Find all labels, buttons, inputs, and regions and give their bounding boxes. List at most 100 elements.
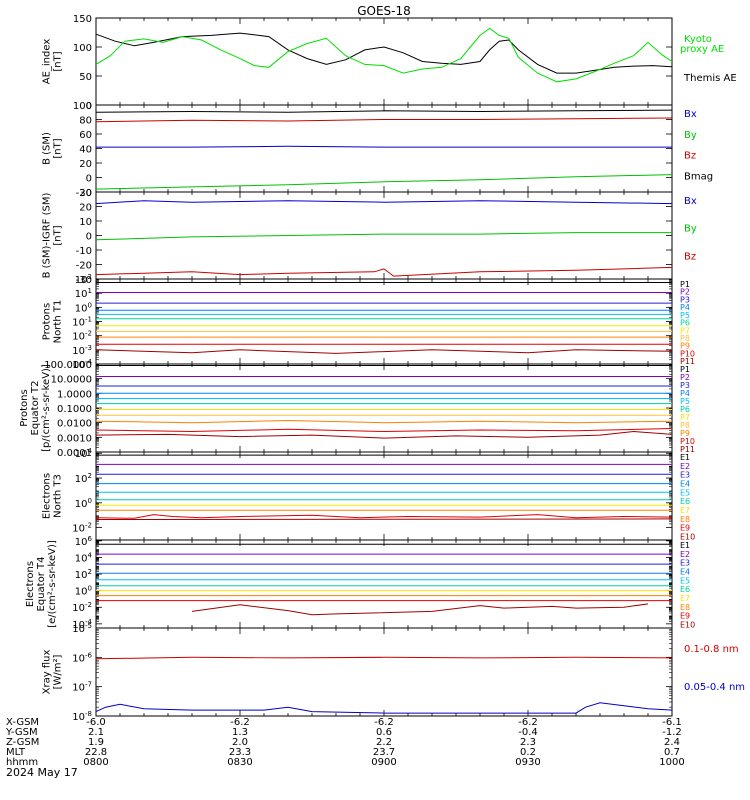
y-tick-label: 0.0100 (57, 419, 92, 430)
legend-entry: E7 (680, 594, 690, 603)
y-axis-label: Xray flux (42, 650, 53, 695)
y-tick-label: -20 (76, 261, 92, 272)
legend-entry: By (684, 224, 697, 235)
y-axis-label: Electrons (42, 473, 53, 519)
legend-entry: E8 (680, 515, 690, 524)
y-tick-label: 10-2 (72, 330, 92, 343)
y-tick-label: 60 (79, 130, 92, 141)
legend-entry: E3 (680, 559, 690, 568)
legend-entry: 0.1-0.8 nm (684, 644, 739, 655)
footer-value: 0900 (371, 757, 396, 768)
legend-entry: P1 (680, 280, 690, 289)
series-line (95, 702, 673, 714)
legend-entry: P7 (680, 326, 690, 335)
y-tick-label: 101 (75, 287, 92, 300)
y-axis-label: [W/m²] (53, 654, 64, 689)
series-line (95, 518, 673, 520)
legend-entry: E8 (680, 603, 690, 612)
y-axis-label: AE_index (42, 39, 53, 85)
y-axis-label: B (SM) (42, 132, 53, 165)
panel-frame (95, 627, 673, 717)
plot-title: GOES-18 (357, 4, 411, 18)
series-line (95, 430, 673, 439)
y-tick-label: 0.0010 (57, 433, 92, 444)
legend-entry: E6 (680, 497, 690, 506)
panel-frame (95, 104, 673, 193)
date-label: 2024 May 17 (6, 766, 78, 779)
y-tick-label: 104 (75, 551, 93, 564)
legend-entry: E1 (680, 453, 690, 462)
panel-frame (95, 191, 673, 280)
y-tick-label: 10-5 (72, 622, 92, 635)
series-line (95, 174, 673, 190)
footer-value: -6.2 (230, 717, 250, 728)
legend-entry: P3 (680, 295, 690, 304)
footer-row-label: Y-GSM (5, 727, 38, 738)
panel-frame (95, 363, 673, 453)
footer-value: 0.6 (376, 727, 392, 738)
footer-value: 2.1 (88, 727, 104, 738)
y-axis-label: Protons (19, 389, 30, 426)
y-tick-label: 10-7 (72, 681, 92, 694)
legend-entry: E4 (680, 480, 690, 489)
legend-entry: P5 (680, 311, 690, 320)
y-axis-label: [nT] (53, 51, 64, 71)
footer-value: 0800 (83, 757, 108, 768)
panel-bsm: -20 0 20 40 60 80 100 B (SM) [nT] Bx By Bz Bmag (42, 101, 714, 199)
footer-row-label: MLT (6, 747, 26, 758)
footer-row-label: Z-GSM (6, 737, 39, 748)
legend-entry: E4 (680, 568, 690, 577)
y-tick-label: 40 (79, 145, 92, 156)
legend-entry: P6 (680, 319, 690, 328)
legend-entry: proxy AE (680, 44, 724, 55)
footer-table: X-GSM -6.0 -6.2 -6.2 -6.2 -6.1 Y-GSM 2.1 1.3 0.6 -… (5, 717, 685, 768)
footer-value: 1.9 (88, 737, 104, 748)
y-tick-label: -20 (76, 188, 92, 199)
y-tick-label: 10-3 (72, 344, 92, 357)
series-line (95, 32, 673, 74)
legend-entry: P7 (680, 413, 690, 422)
y-tick-label: 100 (75, 301, 92, 314)
legend-entry: E2 (680, 550, 690, 559)
series-line (95, 656, 673, 660)
y-axis-label: Electrons (25, 561, 36, 607)
legend-entry: P1 (680, 365, 690, 374)
legend-entry: E2 (680, 462, 690, 471)
y-tick-label: 30 (79, 188, 92, 199)
y-tick-label: 106 (75, 535, 93, 548)
y-axis-label: [e/(cm²-s-sr-keV)] (47, 540, 58, 628)
legend-entry: E6 (680, 585, 690, 594)
y-tick-label: 20 (79, 159, 92, 170)
y-axis-label: North T3 (53, 474, 64, 518)
panel-bigrf: -30 -20 -10 0 10 20 30 B (SM)-IGRF (SM) [nT] Bx By… (42, 188, 697, 286)
legend-entry: Themis AE (683, 73, 737, 84)
footer-value: -1.2 (662, 727, 682, 738)
panel-frame (95, 539, 673, 629)
legend-entry: Bz (684, 251, 696, 262)
y-axis-label: Protons (42, 303, 53, 340)
series-line (95, 428, 673, 433)
y-tick-label: 0.0001 (57, 448, 92, 459)
footer-value: 0.2 (520, 747, 536, 758)
legend-entry: E5 (680, 488, 690, 497)
y-tick-label: 50 (79, 72, 92, 83)
series-line (95, 232, 672, 241)
y-tick-label: 0 (86, 101, 92, 112)
y-tick-label: 10 (79, 217, 92, 228)
y-tick-label: 100 (75, 497, 92, 510)
y-tick-label: 0 (86, 174, 92, 185)
footer-value: 0.7 (664, 747, 680, 758)
y-tick-label: 102 (75, 472, 92, 485)
legend-entry: E10 (680, 621, 695, 630)
legend-entry: E1 (680, 541, 690, 550)
series-line (95, 514, 673, 519)
footer-value: 0830 (227, 757, 252, 768)
y-axis-label: [nT] (53, 225, 64, 245)
y-axis-label: Equator T4 (36, 557, 47, 612)
legend-entry: P9 (680, 429, 690, 438)
footer-value: -6.2 (518, 717, 538, 728)
y-tick-label: 100.0000 (44, 360, 92, 371)
